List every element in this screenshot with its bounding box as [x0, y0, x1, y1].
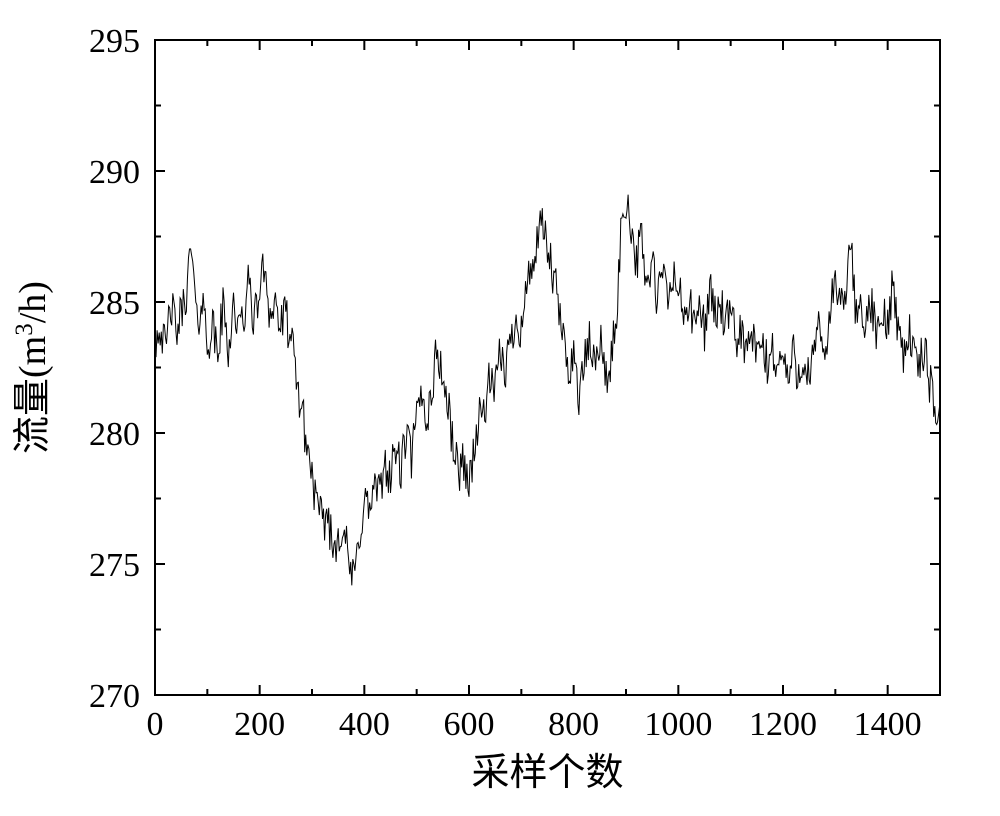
- x-tick-label: 800: [548, 706, 599, 743]
- x-axis-label: 采样个数: [471, 752, 623, 794]
- x-tick-label: 1200: [749, 706, 817, 743]
- flow-series: [155, 195, 940, 586]
- x-tick-label: 600: [444, 706, 495, 743]
- y-tick-label: 280: [89, 416, 140, 453]
- y-tick-label: 290: [89, 154, 140, 191]
- x-tick-label: 1400: [854, 706, 922, 743]
- y-tick-label: 295: [89, 23, 140, 60]
- y-tick-label: 285: [89, 285, 140, 322]
- x-tick-label: 200: [234, 706, 285, 743]
- y-axis-label: 流量(m3/h): [11, 281, 55, 454]
- y-tick-label: 270: [89, 678, 140, 715]
- x-tick-label: 1000: [644, 706, 712, 743]
- x-tick-label: 400: [339, 706, 390, 743]
- flow-chart: 0 200 400 600 800 1000 1200 1400 270 275 280 285 290…: [0, 0, 1000, 816]
- x-tick-label: 0: [147, 706, 164, 743]
- chart-svg: 0 200 400 600 800 1000 1200 1400 270 275 280 285 290…: [0, 0, 1000, 816]
- y-tick-label: 275: [89, 547, 140, 584]
- plot-frame: [155, 40, 940, 695]
